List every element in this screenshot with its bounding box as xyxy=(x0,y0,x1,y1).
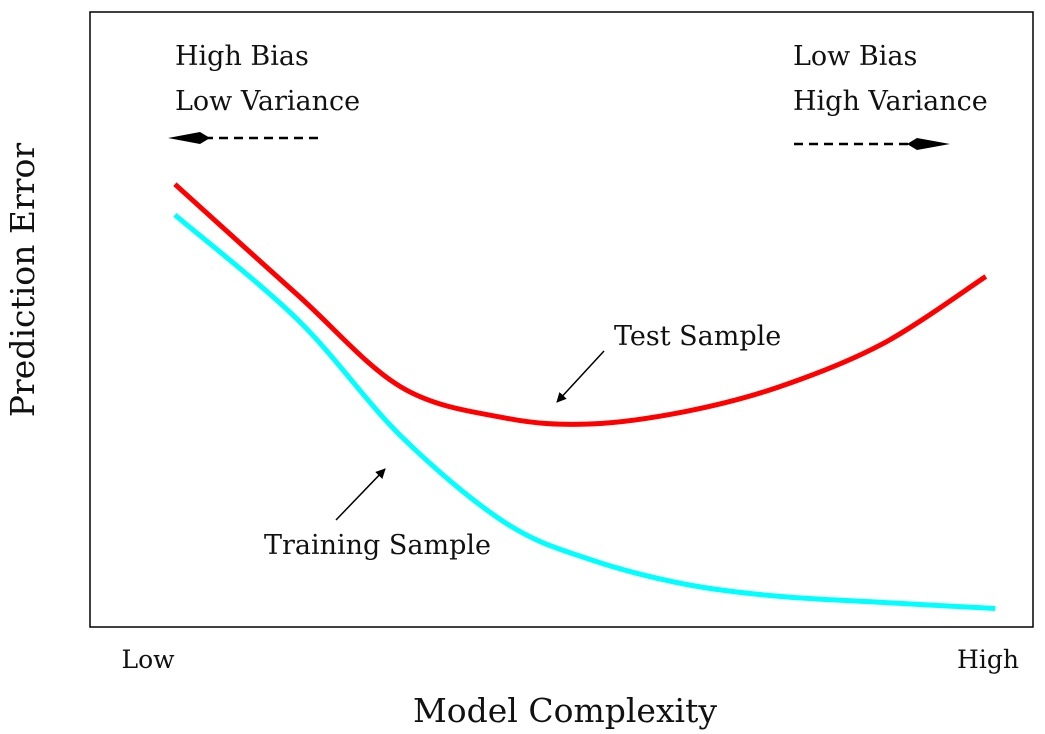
training-sample-label: Training Sample xyxy=(264,530,491,561)
series-layer xyxy=(173,182,996,611)
annotation-high-bias: High Bias xyxy=(175,41,309,72)
training-sample-arrow xyxy=(335,468,386,521)
annotation-low-bias: Low Bias xyxy=(793,41,917,72)
right-dashed-arrow xyxy=(794,138,950,150)
annotation-high-variance: High Variance xyxy=(793,86,988,117)
test-sample-label: Test Sample xyxy=(614,321,781,352)
x-tick-low: Low xyxy=(121,645,175,674)
annotation-low-variance: Low Variance xyxy=(175,86,360,117)
plot-frame xyxy=(89,11,1034,628)
x-tick-high: High xyxy=(957,645,1019,674)
y-axis-label: Prediction Error xyxy=(3,143,42,418)
test-sample-arrow xyxy=(556,350,605,403)
x-axis-label: Model Complexity xyxy=(413,691,717,730)
test-sample-curve xyxy=(173,182,988,427)
left-dashed-arrow xyxy=(168,132,318,144)
training-sample-curve xyxy=(173,213,996,611)
